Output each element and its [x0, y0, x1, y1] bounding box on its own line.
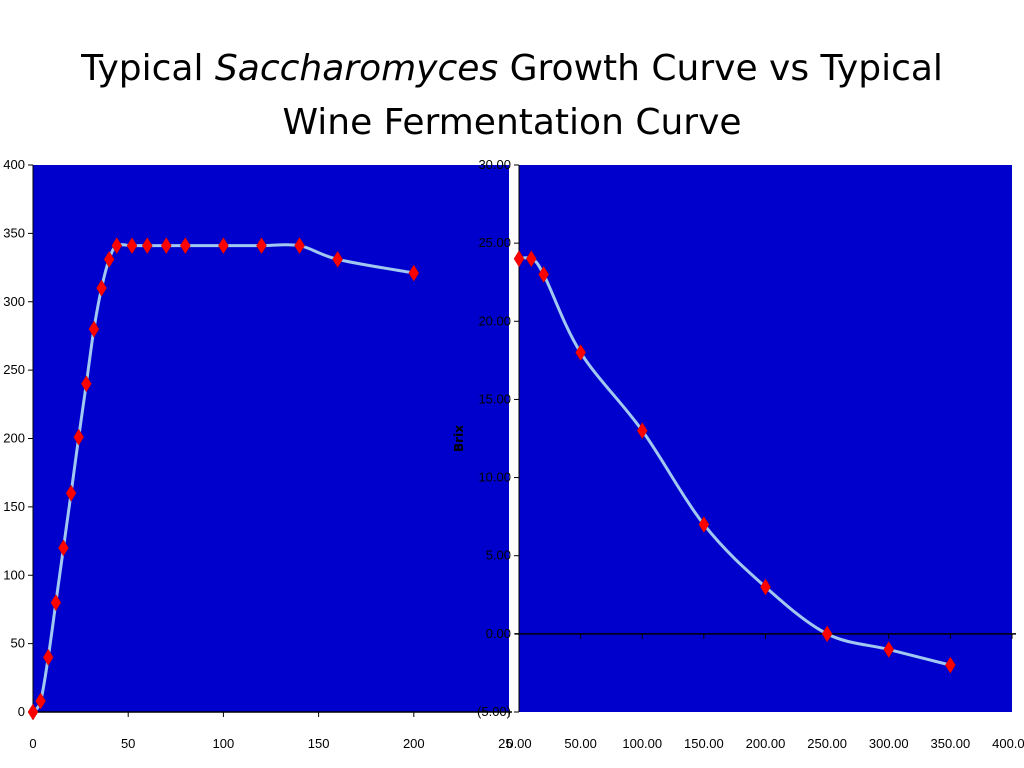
chart-1-series-0-point — [760, 578, 771, 596]
chart-1-x-tick-label: 150.00 — [684, 736, 724, 751]
chart-0-series-0-point — [58, 539, 69, 557]
chart-1-y-tick-label: 20.00 — [478, 313, 511, 328]
chart-0-series-0-point — [96, 279, 107, 297]
chart-1-series-0-point — [513, 250, 525, 268]
title-line-2: Wine Fermentation Curve — [282, 102, 742, 143]
title-italic-genus: Saccharomyces — [214, 48, 499, 89]
chart-1-series-0-point — [575, 344, 586, 362]
chart-1-series-0-point — [526, 250, 537, 268]
chart-1-x-tick-label: 0.00 — [506, 736, 531, 751]
chart-0-x-tick-label: 150 — [308, 736, 330, 751]
chart-1-series-0-point — [636, 422, 648, 440]
chart-1-y-tick-label: 25.00 — [478, 235, 511, 250]
title-line-1: Typical Saccharomyces Growth Curve vs Ty… — [0, 42, 1024, 96]
chart-1-series-0-point — [883, 641, 895, 658]
chart-0-y-tick-label: 200 — [3, 431, 25, 446]
title-part-1: Typical — [81, 48, 215, 89]
chart-0-series-0-point — [35, 692, 46, 710]
chart-1-x-tick-label: 250.00 — [807, 736, 847, 751]
chart-0-y-tick-label: 50 — [11, 636, 25, 651]
chart-0-series-0-point — [218, 237, 229, 255]
chart-0-y-tick-label: 100 — [3, 567, 25, 582]
chart-1-y-tick-label: 15.00 — [478, 391, 511, 406]
chart-1-x-tick-label: 300.00 — [869, 736, 909, 751]
chart-0-y-tick-label: 400 — [3, 157, 25, 172]
chart-1-x-tick-label: 200.00 — [746, 736, 786, 751]
chart-0-y-tick-label: 250 — [3, 362, 25, 377]
chart-0-series-0-point — [160, 237, 172, 255]
chart-0-series-0-point — [332, 250, 343, 268]
chart-0-x-tick-label: 200 — [403, 736, 425, 751]
chart-0-series-0-point — [42, 648, 54, 666]
chart-0-series-0-point — [81, 375, 92, 393]
chart-0-series-0-point — [180, 237, 191, 255]
chart-0-y-tick-label: 350 — [3, 225, 25, 240]
chart-1-series-0-point — [538, 265, 549, 283]
chart-0-x-tick-label: 250 — [498, 736, 512, 751]
chart-0-series-0-point — [88, 320, 100, 338]
chart-0-x-tick-label: 0 — [29, 736, 36, 751]
title-part-2: Growth Curve vs Typical — [498, 48, 943, 89]
chart-1-y-tick-label: (5.00) — [477, 704, 511, 719]
growth-curve-chart: 0 50 100 150 200 250 300 350 400 0 50 100 150 200 250 — [3, 157, 512, 751]
chart-1-x-tick-label: 50.00 — [564, 736, 597, 751]
chart-1-y-tick-label: 30.00 — [478, 157, 511, 172]
chart-0-series-0-point — [73, 428, 84, 446]
chart-1-x-tick-label: 400.00 — [992, 736, 1024, 751]
chart-1-y-axis-title: Brix — [452, 425, 466, 452]
chart-1-y-tick-label: 5.00 — [486, 548, 511, 563]
chart-1-x-tick-label: 350.00 — [930, 736, 970, 751]
chart-1-series-0-point — [698, 515, 710, 533]
chart-0-series-0-point — [50, 594, 62, 612]
chart-0-x-tick-label: 100 — [213, 736, 235, 751]
chart-0-series-0-point — [126, 237, 138, 255]
chart-1-y-tick-label: 0.00 — [486, 626, 511, 641]
chart-0-y-tick-label: 300 — [3, 294, 25, 309]
chart-0-y-tick-label: 0 — [18, 704, 25, 719]
chart-0-series-0-point — [65, 484, 77, 502]
chart-0-y-tick-label: 150 — [3, 499, 25, 514]
chart-0-series-0-point — [408, 264, 420, 282]
chart-1-series-0-point — [821, 625, 833, 643]
chart-0-series-0-point — [256, 237, 267, 255]
chart-1-plot-area — [519, 165, 1012, 712]
chart-0-series-0-point — [294, 237, 305, 255]
chart-1-x-tick-label: 100.00 — [622, 736, 662, 751]
chart-1-series-0-line — [518, 256, 951, 667]
chart-0-series-0-point — [27, 703, 39, 721]
chart-1-series-0-point — [945, 656, 956, 674]
chart-0-x-tick-label: 50 — [121, 736, 135, 751]
chart-0-series-0-point — [103, 250, 115, 268]
chart-0-series-0-point — [111, 237, 123, 255]
chart-0-series-0-point — [141, 237, 153, 255]
chart-1-y-tick-label: 10.00 — [478, 470, 511, 485]
slide-title: Typical Saccharomyces Growth Curve vs Ty… — [0, 42, 1024, 150]
